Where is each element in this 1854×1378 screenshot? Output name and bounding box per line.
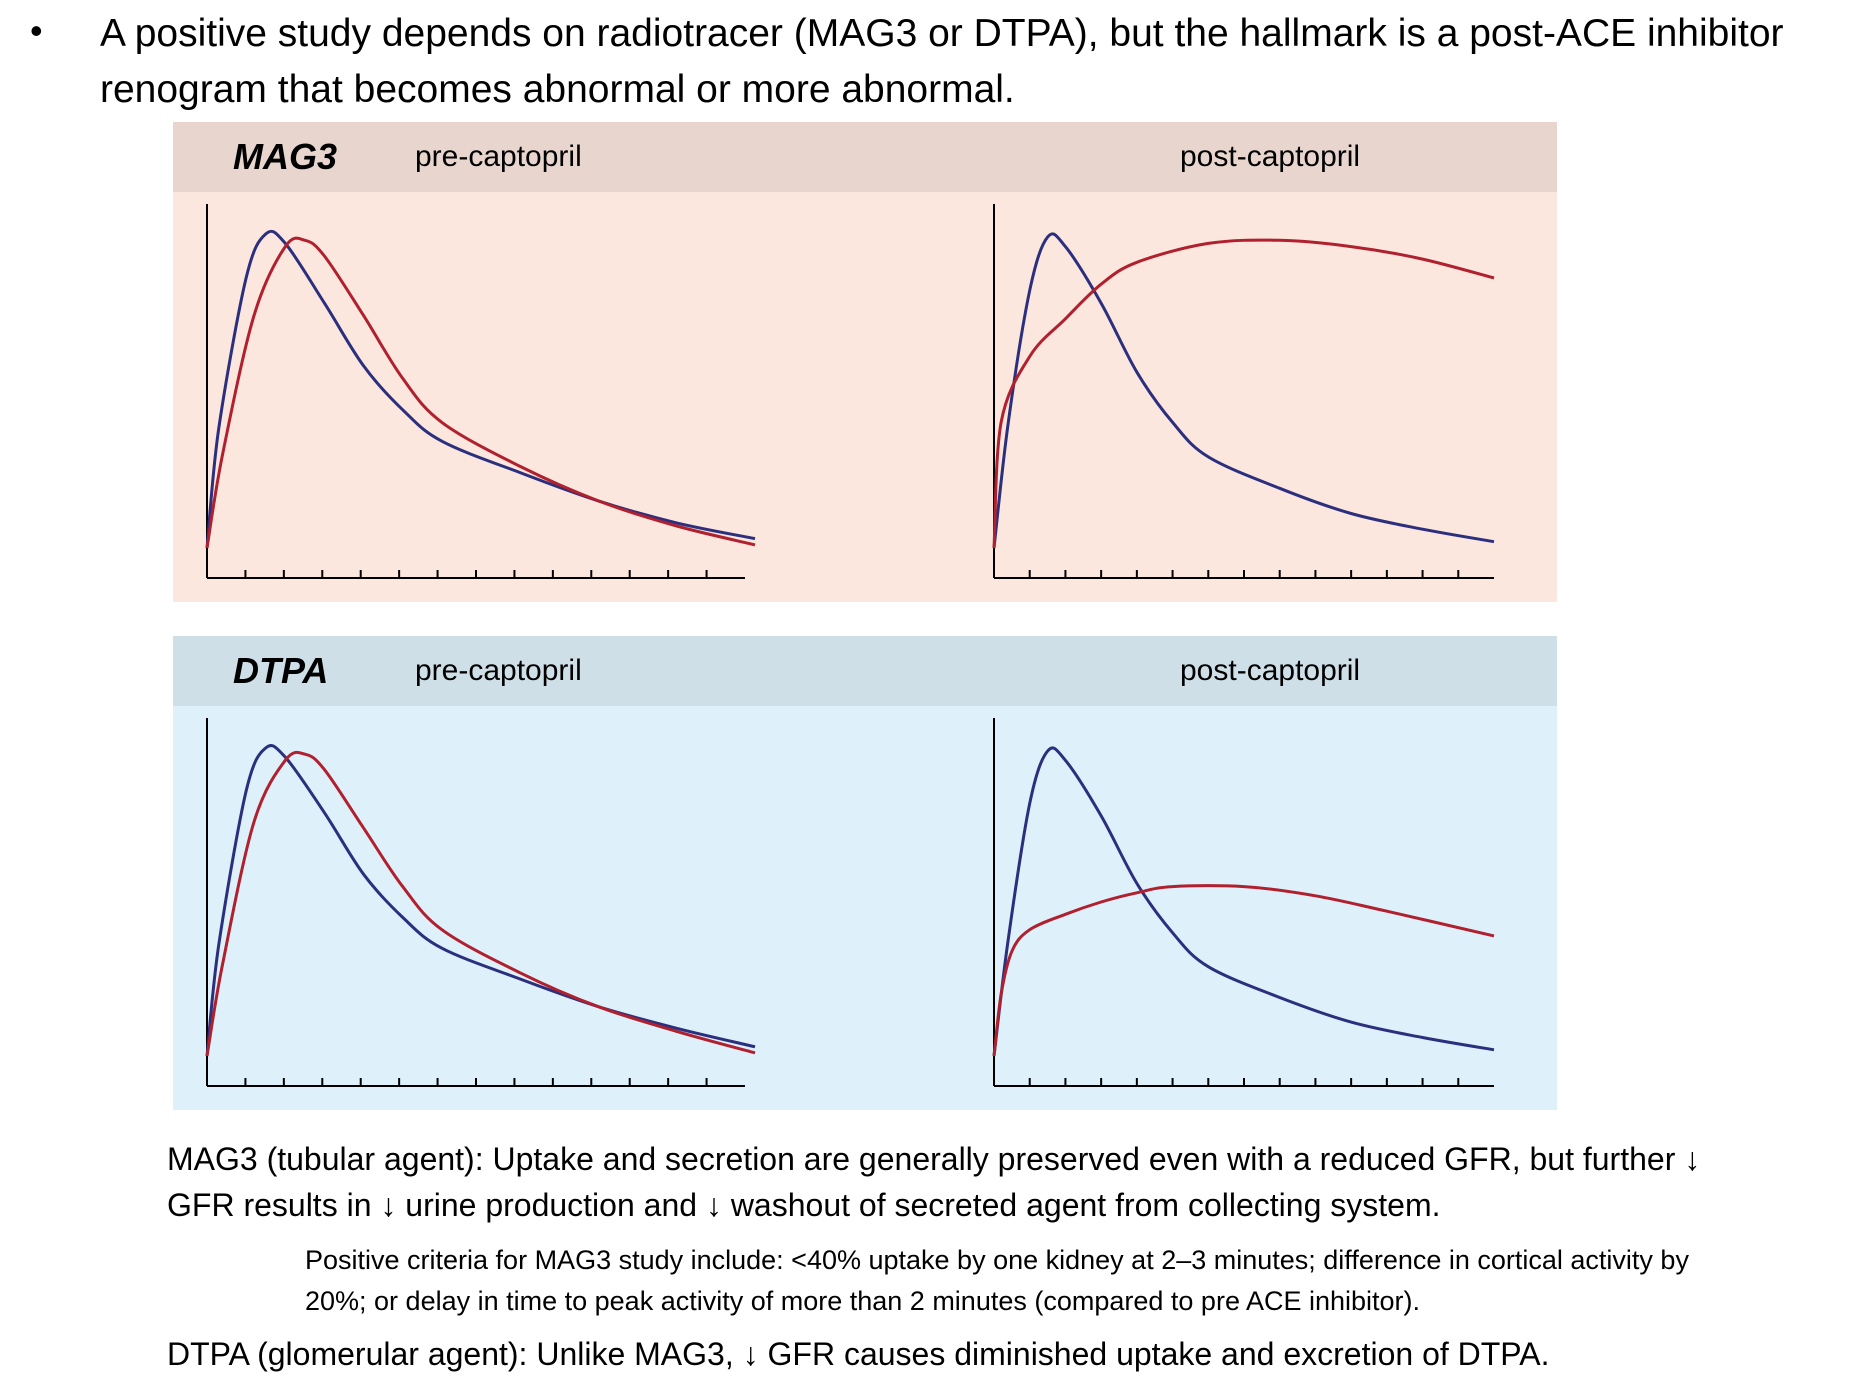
dtpa-agent-label: DTPA <box>233 650 329 691</box>
red-renogram-curve <box>992 238 1495 549</box>
dtpa-pre-captopril-label: pre-captopril <box>415 654 582 687</box>
dtpa-pre-captopril-chart <box>205 718 756 1087</box>
mag3-panel-header: MAG3 pre-captopril post-captopril <box>173 122 1557 192</box>
blue-renogram-curve <box>205 229 756 549</box>
bullet-point-icon: • <box>30 10 43 51</box>
dtpa-note: DTPA (glomerular agent): Unlike MAG3, ↓ … <box>167 1336 1550 1372</box>
red-renogram-curve <box>992 884 1495 1057</box>
red-renogram-curve <box>205 750 756 1057</box>
mag3-note: MAG3 (tubular agent): Uptake and secreti… <box>167 1141 1701 1223</box>
bullet-text: A positive study depends on radiotracer … <box>100 12 1784 111</box>
mag3-pre-captopril-chart <box>205 204 756 579</box>
blue-renogram-curve <box>205 744 756 1057</box>
mag3-positive-criteria-note: Positive criteria for MAG3 study include… <box>305 1245 1689 1316</box>
blue-renogram-curve <box>992 746 1495 1057</box>
red-renogram-curve <box>205 236 756 549</box>
mag3-agent-label: MAG3 <box>233 136 338 177</box>
mag3-pre-captopril-label: pre-captopril <box>415 140 582 173</box>
dtpa-post-captopril-label: post-captopril <box>1180 654 1361 687</box>
mag3-panel: MAG3 pre-captopril post-captopril <box>173 122 1557 602</box>
dtpa-panel: DTPA pre-captopril post-captopril <box>173 636 1557 1110</box>
mag3-post-captopril-chart <box>992 204 1495 579</box>
blue-renogram-curve <box>992 232 1495 549</box>
mag3-post-captopril-label: post-captopril <box>1180 140 1361 173</box>
dtpa-post-captopril-chart <box>992 718 1495 1087</box>
dtpa-panel-header: DTPA pre-captopril post-captopril <box>173 636 1557 706</box>
